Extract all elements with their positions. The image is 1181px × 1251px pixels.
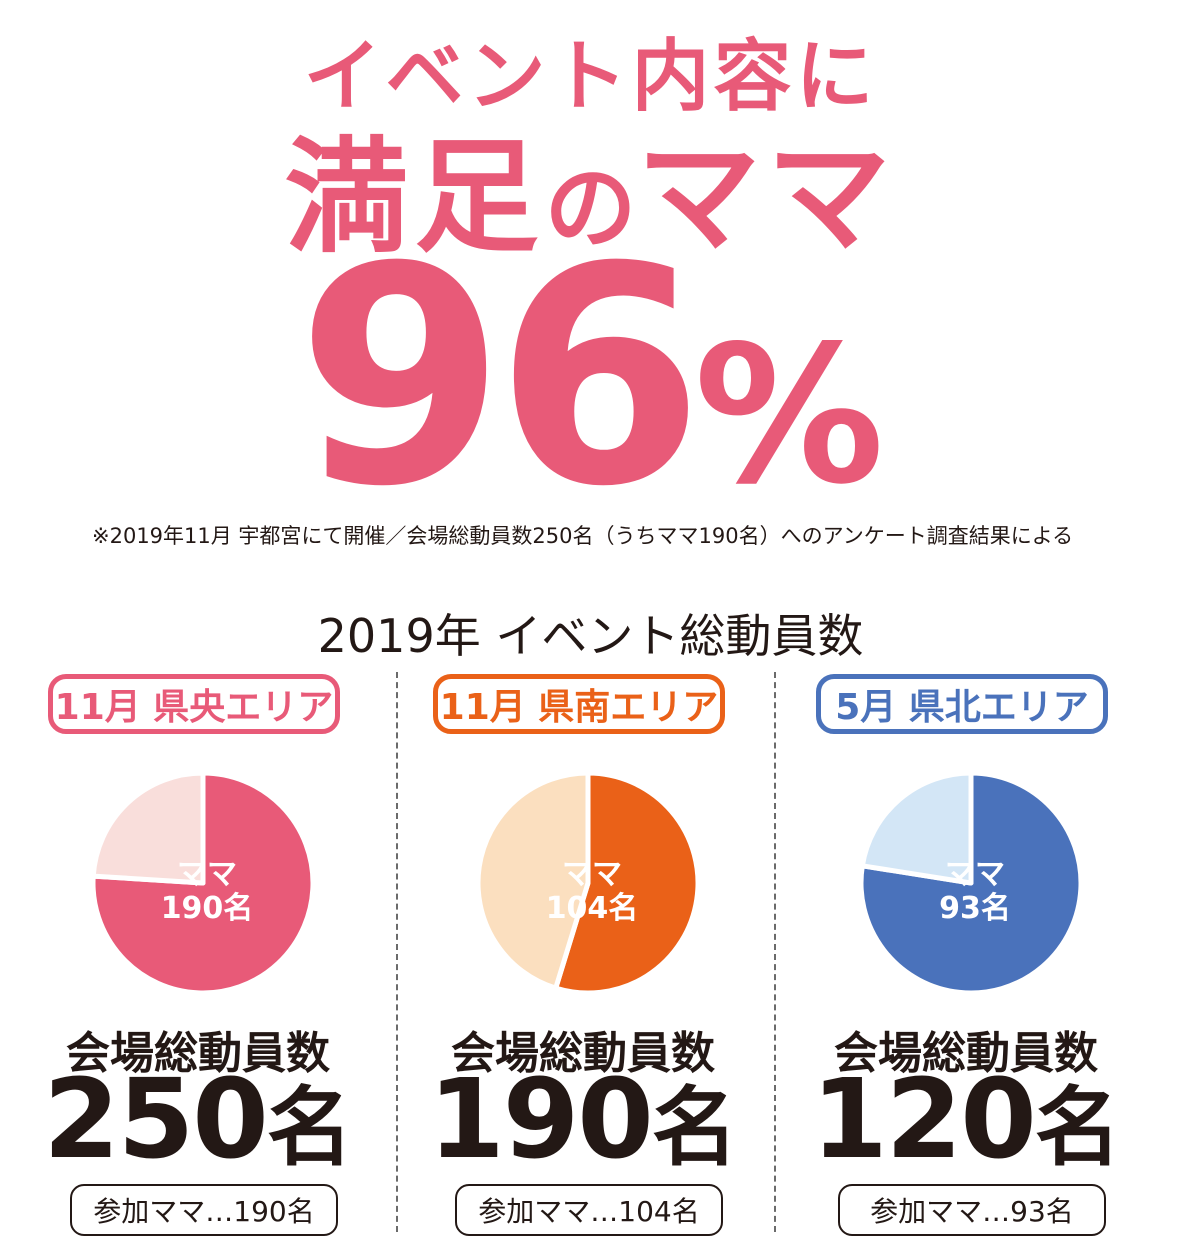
pie-chart [90, 770, 316, 996]
slice-label-line1: ママ [945, 857, 1005, 892]
total-attendance-label: 会場総動員数 [66, 1028, 330, 1079]
slice-label-line2: 190名 [160, 891, 254, 926]
satisfaction-percent: 96% [0, 228, 1181, 528]
slice-label-line1: ママ [562, 857, 622, 892]
mama-count-box: 参加ママ…190名 [70, 1184, 338, 1236]
pie-slice-mama [553, 770, 701, 996]
area-column-kennan: 11月 県南エリア ママ 104名 会場総動員数 190名 参加ママ…104名 [393, 672, 773, 1242]
total-attendance-value: 190名 [393, 1064, 773, 1174]
survey-footnote: ※2019年11月 宇都宮にて開催／会場総動員数250名（うちママ190名）への… [92, 524, 1074, 548]
headline-particle: の [544, 155, 637, 262]
area-badge: 5月 県北エリア [816, 674, 1108, 734]
pie-slice-other [859, 770, 974, 886]
percent-symbol: % [694, 305, 885, 526]
total-attendance-label: 会場総動員数 [834, 1028, 1098, 1079]
slice-label-line2: 104名 [545, 891, 639, 926]
pie-slice-label: ママ 190名 [142, 858, 272, 926]
headline-satisfied: 満足 [284, 126, 545, 270]
area-column-kenou: 11月 県央エリア ママ 190名 会場総動員数 250名 参加ママ…190名 [8, 672, 388, 1242]
total-number: 120 [811, 1055, 1037, 1183]
section-title: 2019年 イベント総動員数 [317, 609, 864, 663]
pie-slice-other [90, 770, 206, 886]
total-attendance-value: 120名 [776, 1064, 1156, 1174]
headline-mama: ママ [636, 126, 897, 270]
area-badge: 11月 県南エリア [433, 674, 725, 734]
mama-count-box: 参加ママ…93名 [838, 1184, 1106, 1236]
total-unit: 名 [651, 1078, 738, 1178]
mama-count-box: 参加ママ…104名 [455, 1184, 723, 1236]
total-number: 250 [43, 1055, 269, 1183]
slice-label-line1: ママ [177, 857, 237, 892]
column-divider [396, 672, 398, 1232]
slice-label-line2: 93名 [939, 891, 1011, 926]
pie-slice-label: ママ 93名 [910, 858, 1040, 926]
total-unit: 名 [1034, 1078, 1121, 1178]
area-column-kenpoku: 5月 県北エリア ママ 93名 会場総動員数 120名 参加ママ…93名 [776, 672, 1156, 1242]
column-divider [774, 672, 776, 1232]
pie-slice-other [475, 770, 591, 991]
pie-chart [858, 770, 1084, 996]
total-number: 190 [428, 1055, 654, 1183]
pie-slice-label: ママ 104名 [527, 858, 657, 926]
total-unit: 名 [266, 1078, 353, 1178]
headline-line1: イベント内容に [303, 32, 878, 122]
headline-line2: 満足のママ [0, 96, 1181, 276]
total-attendance-label: 会場総動員数 [451, 1028, 715, 1079]
area-badge: 11月 県央エリア [48, 674, 340, 734]
percent-number: 96 [296, 203, 704, 552]
total-attendance-value: 250名 [8, 1064, 388, 1174]
pie-chart [475, 770, 701, 996]
